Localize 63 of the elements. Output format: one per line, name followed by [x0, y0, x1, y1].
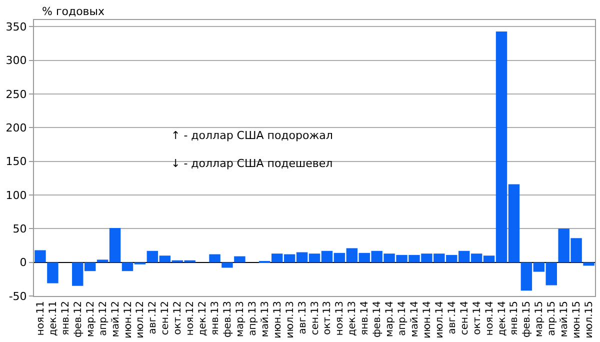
x-tick-label: мар.12 — [85, 301, 96, 337]
bar — [222, 262, 233, 268]
y-tick-label: 350 — [6, 20, 27, 34]
x-tick-label: июл.14 — [434, 301, 446, 338]
x-tick-label: ноя.12 — [185, 301, 196, 336]
x-tick-label: дек.13 — [347, 301, 358, 336]
bar — [209, 254, 220, 262]
x-tick-label: май.13 — [260, 301, 271, 338]
x-tick-label: дек.12 — [198, 301, 209, 336]
x-tick-label: июл.15 — [584, 301, 596, 338]
x-tick-label: май.15 — [559, 301, 570, 338]
x-tick-label: июн.13 — [272, 301, 284, 338]
y-tick-label: 100 — [6, 188, 27, 202]
x-tick-label: янв.13 — [210, 301, 222, 336]
bar — [234, 256, 246, 262]
x-tick-label: янв.15 — [509, 301, 520, 336]
y-tick-label: 0 — [20, 256, 27, 270]
bar — [47, 262, 58, 284]
x-tick-label: июн.12 — [122, 301, 134, 338]
x-tick-label: апр.13 — [247, 301, 258, 336]
x-tick-label: сен.14 — [459, 301, 470, 336]
x-tick-label: дек.11 — [48, 301, 59, 336]
x-tick-label: авг.14 — [446, 301, 458, 334]
x-tick-label: окт.14 — [472, 301, 483, 335]
annotation: ↑ - доллар США подорожал — [171, 129, 333, 142]
y-tick-label: 50 — [12, 222, 27, 236]
x-tick-label: май.14 — [409, 301, 420, 338]
x-tick-label: апр.14 — [397, 301, 408, 336]
annotation: ↓ - доллар США подешевел — [171, 157, 333, 170]
y-axis-title: % годовых — [42, 5, 105, 18]
x-tick-label: июл.13 — [284, 301, 296, 338]
x-tick-label: авг.12 — [148, 301, 159, 334]
x-tick-label: ноя.13 — [334, 301, 346, 336]
x-tick-label: июн.14 — [422, 301, 433, 338]
x-tick-label: авг.13 — [297, 301, 308, 334]
x-tick-label: июн.15 — [572, 301, 583, 338]
y-tick-label: 300 — [6, 54, 27, 68]
x-tick-label: апр.12 — [98, 301, 109, 336]
x-tick-label: фев.13 — [222, 301, 234, 338]
y-tick-label: 200 — [6, 122, 27, 135]
x-tick-label: апр.15 — [546, 301, 558, 336]
bar — [583, 262, 594, 266]
x-tick-label: янв.12 — [60, 301, 72, 336]
y-tick-label: 150 — [6, 155, 27, 168]
x-tick-label: фев.15 — [522, 301, 533, 338]
x-tick-label: мар.15 — [534, 301, 546, 337]
x-tick-label: ноя.14 — [484, 301, 496, 336]
y-tick-label: 250 — [6, 88, 27, 101]
x-tick-label: мар.14 — [384, 301, 396, 337]
x-tick-label: фев.12 — [72, 301, 84, 338]
y-tick-label: -50 — [8, 290, 27, 303]
x-tick-label: окт.13 — [322, 301, 334, 335]
x-tick-label: ноя.11 — [35, 301, 46, 336]
x-tick-label: янв.14 — [360, 301, 371, 336]
x-tick-label: мар.13 — [234, 301, 246, 337]
bar — [34, 250, 46, 262]
x-tick-label: июл.12 — [135, 301, 146, 338]
x-tick-label: сен.12 — [160, 301, 172, 336]
x-tick-label: дек.14 — [496, 301, 508, 336]
x-tick-label: сен.13 — [310, 301, 321, 336]
x-tick-label: май.12 — [110, 301, 122, 338]
x-tick-label: окт.12 — [172, 301, 184, 335]
x-tick-label: фев.14 — [372, 301, 384, 338]
